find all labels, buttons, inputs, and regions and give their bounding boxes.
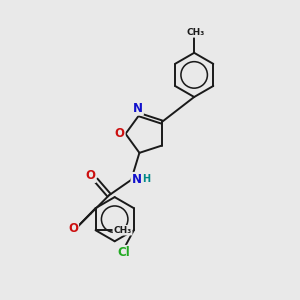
Text: N: N <box>131 173 142 186</box>
Text: O: O <box>115 127 125 140</box>
Text: Cl: Cl <box>117 246 130 259</box>
Text: O: O <box>68 222 78 235</box>
Text: H: H <box>142 174 151 184</box>
Text: CH₃: CH₃ <box>113 226 132 235</box>
Text: O: O <box>85 169 95 182</box>
Text: N: N <box>133 102 143 115</box>
Text: CH₃: CH₃ <box>187 28 205 37</box>
